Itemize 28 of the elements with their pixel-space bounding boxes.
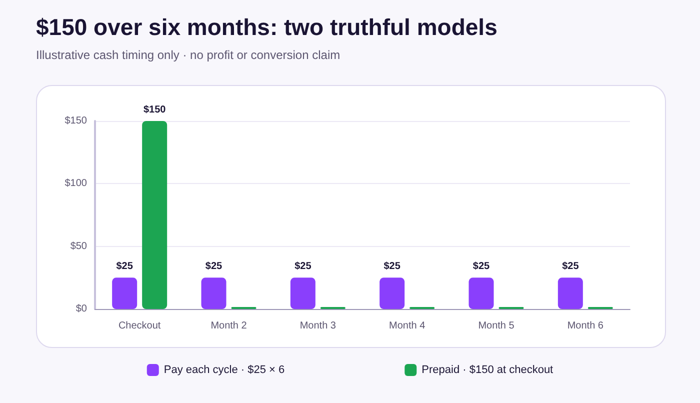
y-tick-label: $150 [64,116,88,126]
data-label: $25 [562,261,580,272]
data-label: $25 [205,261,223,272]
bar [468,278,494,309]
bar [380,278,405,309]
legend-label: Prepaid · $150 at checkout [422,364,554,376]
data-label: $25 [116,261,134,272]
bar [142,121,168,309]
bar [201,278,226,309]
data-label: $25 [384,261,401,272]
bar [112,278,138,309]
x-tick-label: Month 5 [478,320,515,332]
x-tick-label: Month 2 [210,320,248,332]
y-tick-label: $100 [64,178,88,190]
x-tick-label: Month 3 [300,320,336,332]
legend-label: Pay each cycle · $25 × 6 [164,364,285,376]
x-tick-label: Checkout [118,320,161,332]
chart-subtitle: Illustrative cash timing only · no profit or conversion claim [36,48,340,62]
bar [290,278,316,309]
x-tick-label: Month 4 [389,320,426,332]
y-tick-label: $50 [70,240,88,252]
y-tick-label: $0 [76,304,88,314]
bar [558,278,583,309]
data-label: $25 [294,261,312,272]
data-label: $25 [472,261,490,272]
data-label: $150 [143,104,166,116]
chart-title: $150 over six months: two truthful models [36,14,498,41]
x-tick-label: Month 6 [567,320,604,332]
